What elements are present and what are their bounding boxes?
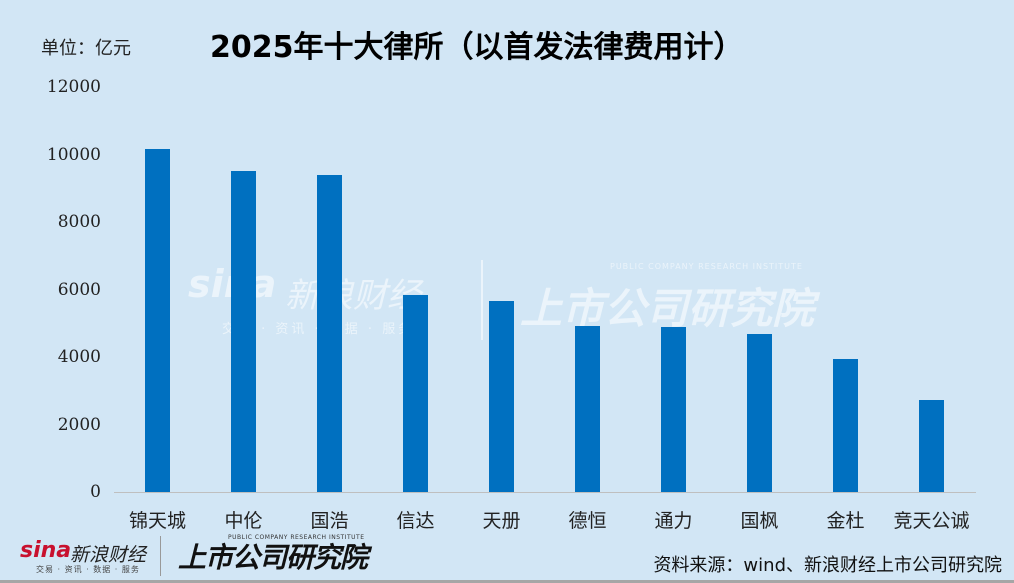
footer-divider xyxy=(160,536,161,576)
bar-9 xyxy=(919,400,944,492)
x-label-3: 信达 xyxy=(396,510,435,532)
y-tick-8000: 8000 xyxy=(57,212,101,232)
bar-0 xyxy=(145,149,170,492)
bar-4 xyxy=(489,301,514,492)
x-label-4: 天册 xyxy=(482,510,521,532)
institute-logo: 上市公司研究院 xyxy=(178,541,368,574)
bar-8 xyxy=(833,359,858,492)
y-tick-12000: 12000 xyxy=(46,77,101,97)
sina-tagline: 交易 · 资讯 · 数据 · 服务 xyxy=(36,565,140,574)
x-label-8: 金杜 xyxy=(826,510,865,532)
source-note: 资料来源：wind、新浪财经上市公司研究院 xyxy=(653,555,1002,576)
x-axis-line xyxy=(114,492,976,493)
x-label-5: 德恒 xyxy=(568,510,607,532)
bottom-rule xyxy=(0,580,1014,583)
watermark-institute-en: PUBLIC COMPANY RESEARCH INSTITUTE xyxy=(610,262,803,271)
sina-finance-name: 新浪财经 xyxy=(70,544,147,566)
x-label-2: 国浩 xyxy=(310,510,349,532)
y-tick-4000: 4000 xyxy=(57,347,101,367)
watermark-sina-name: 新浪财经 xyxy=(285,276,421,316)
bar-6 xyxy=(661,327,686,492)
bar-3 xyxy=(403,295,428,492)
y-tick-0: 0 xyxy=(90,482,101,502)
bar-5 xyxy=(575,326,600,492)
institute-en-name: PUBLIC COMPANY RESEARCH INSTITUTE xyxy=(228,534,365,541)
sina-logo: sina xyxy=(20,538,72,563)
y-tick-2000: 2000 xyxy=(57,415,101,435)
chart-title: 2025年十大律所（以首发法律费用计） xyxy=(210,30,744,65)
bar-1 xyxy=(231,171,256,492)
bar-2 xyxy=(317,175,342,492)
watermark-divider xyxy=(481,260,483,340)
unit-label: 单位：亿元 xyxy=(41,38,131,59)
y-tick-6000: 6000 xyxy=(57,280,101,300)
bar-7 xyxy=(747,334,772,492)
x-label-9: 竞天公诚 xyxy=(893,510,970,532)
x-label-6: 通力 xyxy=(654,510,693,532)
y-tick-10000: 10000 xyxy=(46,145,101,165)
x-label-0: 锦天城 xyxy=(128,510,186,532)
x-label-7: 国枫 xyxy=(740,510,779,532)
x-label-1: 中伦 xyxy=(224,510,263,532)
